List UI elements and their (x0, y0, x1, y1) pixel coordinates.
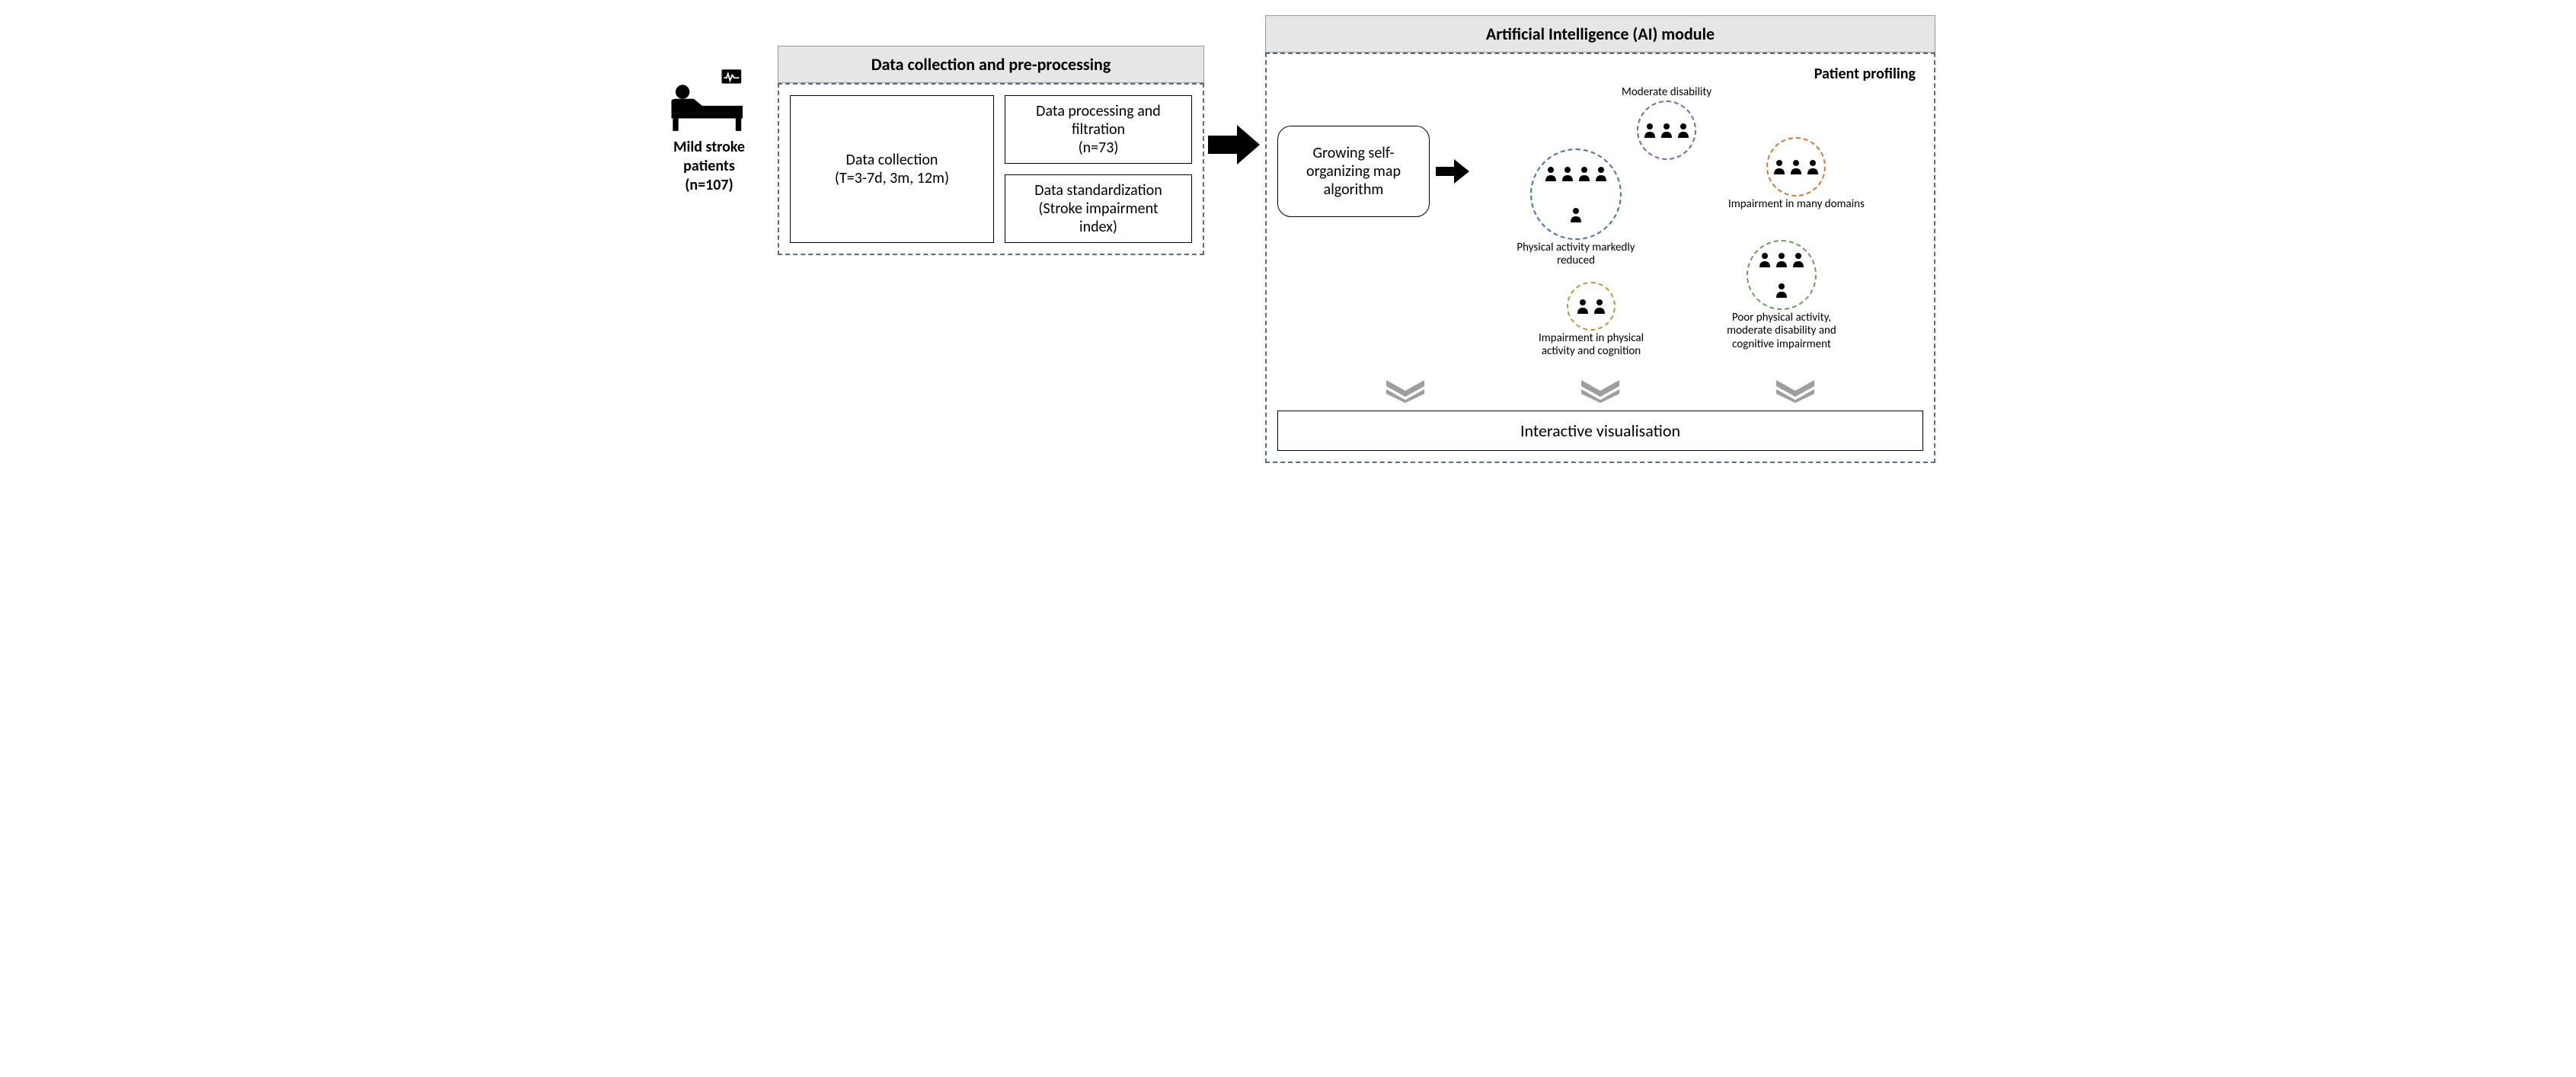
person-icon (1791, 252, 1805, 267)
chevron-down-icon (1581, 380, 1619, 403)
patient-section: Mild stroke patients (n=107) (641, 15, 778, 195)
data-processing-box: Data processing and filtration (n=73) (1005, 95, 1192, 164)
person-icon (1569, 207, 1583, 222)
person-icon (1594, 166, 1608, 181)
cluster-circle (1530, 149, 1622, 240)
algo-l1: Growing self- (1312, 144, 1394, 162)
patient-label: Mild stroke patients (n=107) (673, 138, 745, 195)
patient-label-l2: patients (683, 157, 735, 175)
person-icon (1561, 166, 1574, 181)
cluster-circle (1637, 101, 1696, 160)
cluster-label: Physical activity markedly reduced (1507, 241, 1644, 268)
patient-label-l1: Mild stroke (673, 138, 745, 156)
patient-profiling-area: Patient profiling Moderate disability Phy… (1477, 65, 1923, 369)
algo-l2: organizing map (1306, 162, 1401, 181)
arrow-right-icon (1208, 122, 1261, 168)
person-icon (1775, 252, 1788, 267)
person-icon (1577, 166, 1591, 181)
dc-box2-l3: (n=73) (1079, 139, 1119, 157)
cluster-circle (1747, 240, 1817, 310)
person-icon (1660, 123, 1673, 138)
flow-arrow-main (1204, 122, 1265, 168)
dc-box3-l3: index) (1079, 218, 1117, 236)
dc-box2-l2: filtration (1072, 120, 1125, 139)
chevron-down-icon (1386, 380, 1424, 403)
hospital-bed-icon (667, 69, 751, 133)
data-collection-box: Data collection (T=3-7d, 3m, 12m) (790, 95, 994, 243)
dc-right-column: Data processing and filtration (n=73) Da… (1005, 95, 1192, 243)
person-icon (1676, 123, 1690, 138)
profiling-title: Patient profiling (1814, 65, 1916, 83)
chevron-down-icon (1776, 380, 1814, 403)
cluster-label: Impairment in physical activity and cogn… (1523, 332, 1660, 359)
dc-box3-l2: (Stroke impairment (1038, 200, 1158, 218)
arrow-right-small-icon (1436, 158, 1471, 185)
cluster-circle (1567, 282, 1616, 331)
person-icon (1576, 299, 1590, 314)
dc-box2-l1: Data processing and (1036, 102, 1161, 120)
cluster-impairment-physical-cognition: Impairment in physical activity and cogn… (1523, 282, 1660, 359)
cluster-label: Impairment in many domains (1728, 198, 1865, 211)
data-collection-title: Data collection and pre-processing (778, 46, 1204, 83)
person-icon (1806, 159, 1820, 174)
ai-top-row: Growing self- organizing map algorithm P… (1277, 65, 1923, 369)
ai-module-body: Growing self- organizing map algorithm P… (1265, 53, 1935, 463)
algo-l3: algorithm (1324, 181, 1384, 199)
cluster-poor-physical-moderate-cognitive: Poor physical activity, moderate disabil… (1713, 240, 1850, 351)
dc-box3-l1: Data standardization (1034, 181, 1162, 200)
person-icon (1643, 123, 1657, 138)
algorithm-box: Growing self- organizing map algorithm (1277, 126, 1430, 217)
cluster-circle (1766, 137, 1826, 197)
data-standardization-box: Data standardization (Stroke impairment … (1005, 174, 1192, 243)
cluster-physical-activity-reduced: Physical activity markedly reduced (1507, 149, 1644, 268)
person-icon (1775, 283, 1788, 298)
person-icon (1544, 166, 1558, 181)
cluster-label: Poor physical activity, moderate disabil… (1713, 312, 1850, 351)
person-icon (1593, 299, 1606, 314)
data-collection-panel: Data collection and pre-processing Data … (778, 46, 1204, 255)
data-collection-body: Data collection (T=3-7d, 3m, 12m) Data p… (778, 83, 1204, 255)
cluster-label: Moderate disability (1622, 86, 1711, 99)
patient-label-l3: (n=107) (685, 176, 733, 194)
dc-box1-l2: (T=3-7d, 3m, 12m) (835, 169, 949, 187)
person-icon (1789, 159, 1803, 174)
ai-module-panel: Artificial Intelligence (AI) module Grow… (1265, 15, 1935, 463)
dc-box1-l1: Data collection (846, 151, 938, 169)
interactive-visualisation-box: Interactive visualisation (1277, 411, 1923, 451)
workflow-diagram: Mild stroke patients (n=107) Data collec… (641, 15, 1935, 463)
person-icon (1772, 159, 1786, 174)
person-icon (1758, 252, 1772, 267)
ai-module-title: Artificial Intelligence (AI) module (1265, 15, 1935, 53)
chevrons-row (1277, 380, 1923, 403)
cluster-impairment-many-domains: Impairment in many domains (1728, 137, 1865, 211)
